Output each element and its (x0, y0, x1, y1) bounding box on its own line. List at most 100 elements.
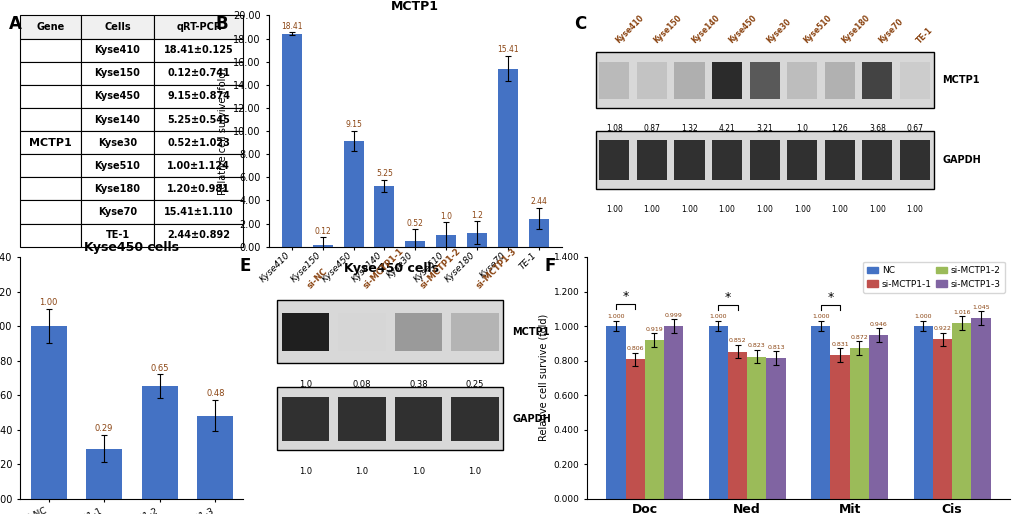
Bar (708, 326, 728, 499)
Text: Kyse450 cells: Kyse450 cells (344, 262, 439, 275)
Bar (374, 186, 394, 247)
Bar (313, 245, 332, 247)
FancyBboxPatch shape (154, 154, 244, 177)
FancyBboxPatch shape (20, 62, 81, 85)
Bar (868, 335, 888, 499)
Text: 1.26: 1.26 (830, 124, 848, 133)
FancyBboxPatch shape (20, 131, 81, 154)
Text: TE-1: TE-1 (105, 230, 129, 240)
FancyBboxPatch shape (674, 140, 704, 179)
Text: Kyse140: Kyse140 (689, 14, 720, 46)
Text: Kyse410: Kyse410 (613, 14, 645, 46)
FancyBboxPatch shape (20, 177, 81, 200)
Text: 9.15±0.874: 9.15±0.874 (167, 91, 230, 101)
Text: Kyse150: Kyse150 (95, 68, 141, 78)
Text: 5.25±0.545: 5.25±0.545 (167, 115, 230, 124)
Text: 1.0: 1.0 (299, 467, 312, 476)
Text: 1.08: 1.08 (605, 124, 623, 133)
Text: 1.00: 1.00 (681, 205, 697, 214)
FancyBboxPatch shape (899, 140, 929, 179)
Text: 1.00±1.124: 1.00±1.124 (167, 161, 230, 171)
FancyBboxPatch shape (749, 140, 779, 179)
FancyBboxPatch shape (824, 62, 854, 99)
Y-axis label: Relative cell survive (fold): Relative cell survive (fold) (537, 314, 547, 442)
Bar (829, 355, 849, 499)
Text: si-NC: si-NC (306, 267, 329, 291)
Text: MCTP1: MCTP1 (30, 138, 71, 148)
Text: F: F (544, 257, 555, 275)
FancyBboxPatch shape (81, 39, 154, 62)
Text: Gene: Gene (37, 22, 64, 32)
Text: 1.0: 1.0 (468, 467, 481, 476)
Text: 0.29: 0.29 (95, 424, 113, 433)
Text: 0.806: 0.806 (626, 346, 643, 351)
Text: 2.44±0.892: 2.44±0.892 (167, 230, 230, 240)
Text: 1.00: 1.00 (830, 205, 848, 214)
Text: Kyse150: Kyse150 (651, 14, 683, 46)
Text: A: A (9, 15, 22, 33)
Bar (747, 357, 765, 499)
FancyBboxPatch shape (599, 62, 629, 99)
Text: *: * (622, 290, 628, 303)
FancyBboxPatch shape (154, 62, 244, 85)
Legend: NC, si-MCTP1-1, si-MCTP1-2, si-MCTP1-3: NC, si-MCTP1-1, si-MCTP1-2, si-MCTP1-3 (862, 262, 1005, 293)
Text: Kyse510: Kyse510 (95, 161, 141, 171)
Text: 1.0: 1.0 (299, 380, 312, 389)
Text: *: * (826, 291, 833, 304)
Text: *: * (725, 291, 731, 304)
Text: 0.922: 0.922 (932, 326, 951, 331)
FancyBboxPatch shape (81, 200, 154, 224)
Bar (765, 358, 785, 499)
Bar (436, 235, 455, 247)
Bar (849, 348, 868, 499)
FancyBboxPatch shape (154, 131, 244, 154)
Text: 1.0: 1.0 (796, 124, 807, 133)
Bar (810, 326, 829, 499)
Text: 0.08: 0.08 (353, 380, 371, 389)
Text: B: B (215, 15, 228, 33)
FancyBboxPatch shape (20, 15, 81, 39)
Text: MCTP1: MCTP1 (942, 75, 978, 85)
Text: Kyse180: Kyse180 (839, 14, 871, 46)
Text: 0.65: 0.65 (151, 363, 169, 373)
Text: 1.000: 1.000 (606, 315, 624, 320)
Text: GAPDH: GAPDH (942, 155, 980, 165)
FancyBboxPatch shape (81, 177, 154, 200)
Text: Kyse510: Kyse510 (801, 14, 834, 46)
Bar (497, 68, 518, 247)
FancyBboxPatch shape (154, 108, 244, 131)
FancyBboxPatch shape (599, 140, 629, 179)
FancyBboxPatch shape (674, 62, 704, 99)
FancyBboxPatch shape (595, 131, 932, 189)
Text: Kyse30: Kyse30 (764, 17, 792, 46)
Text: 1.00: 1.00 (40, 298, 58, 307)
Text: 0.67: 0.67 (906, 124, 922, 133)
Title: MCTP1: MCTP1 (391, 0, 439, 13)
Text: 18.41±0.125: 18.41±0.125 (164, 45, 233, 55)
Text: 0.919: 0.919 (645, 327, 662, 332)
Text: Kyse180: Kyse180 (95, 184, 141, 194)
Text: 1.0: 1.0 (440, 212, 451, 221)
Text: 0.946: 0.946 (869, 322, 887, 327)
FancyBboxPatch shape (277, 301, 502, 363)
FancyBboxPatch shape (899, 62, 929, 99)
FancyBboxPatch shape (394, 397, 442, 440)
Text: 1.20±0.981: 1.20±0.981 (167, 184, 230, 194)
Bar (142, 387, 177, 499)
FancyBboxPatch shape (711, 62, 742, 99)
Bar (605, 326, 625, 499)
Text: 3.21: 3.21 (755, 124, 772, 133)
FancyBboxPatch shape (394, 313, 442, 351)
Text: 0.38: 0.38 (409, 380, 428, 389)
Bar (467, 233, 486, 247)
FancyBboxPatch shape (81, 224, 154, 247)
Text: 1.000: 1.000 (914, 315, 931, 320)
FancyBboxPatch shape (154, 177, 244, 200)
Bar (197, 416, 233, 499)
Text: 15.41±1.110: 15.41±1.110 (164, 207, 233, 217)
Text: qRT-PCR: qRT-PCR (176, 22, 221, 32)
Bar (970, 318, 989, 499)
Bar (644, 340, 663, 499)
Text: si-MCTP1-1: si-MCTP1-1 (362, 247, 406, 291)
Bar (405, 241, 425, 247)
